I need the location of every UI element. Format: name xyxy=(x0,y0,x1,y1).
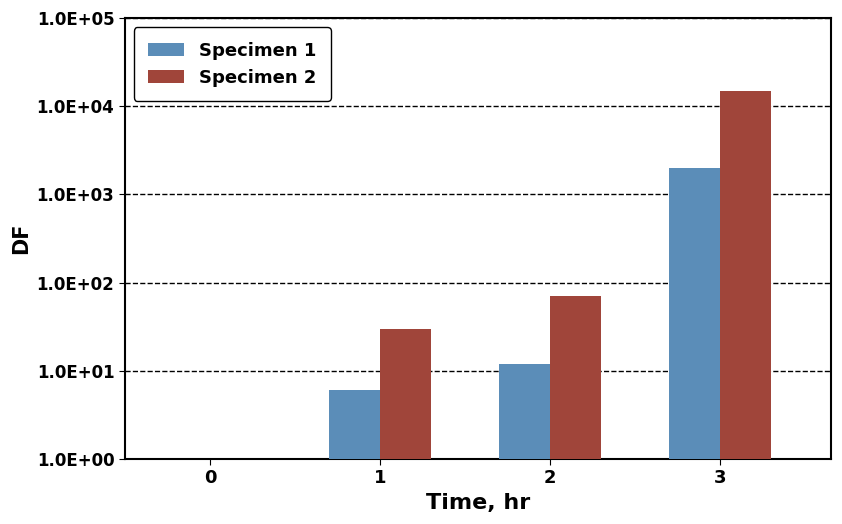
X-axis label: Time, hr: Time, hr xyxy=(426,493,530,513)
Bar xyxy=(380,329,431,524)
Y-axis label: DF: DF xyxy=(11,223,31,254)
Legend: Specimen 1, Specimen 2: Specimen 1, Specimen 2 xyxy=(134,27,331,101)
Bar xyxy=(550,296,601,524)
Bar xyxy=(669,168,720,524)
Bar xyxy=(499,364,550,524)
Bar xyxy=(720,91,771,524)
Bar xyxy=(329,390,380,524)
